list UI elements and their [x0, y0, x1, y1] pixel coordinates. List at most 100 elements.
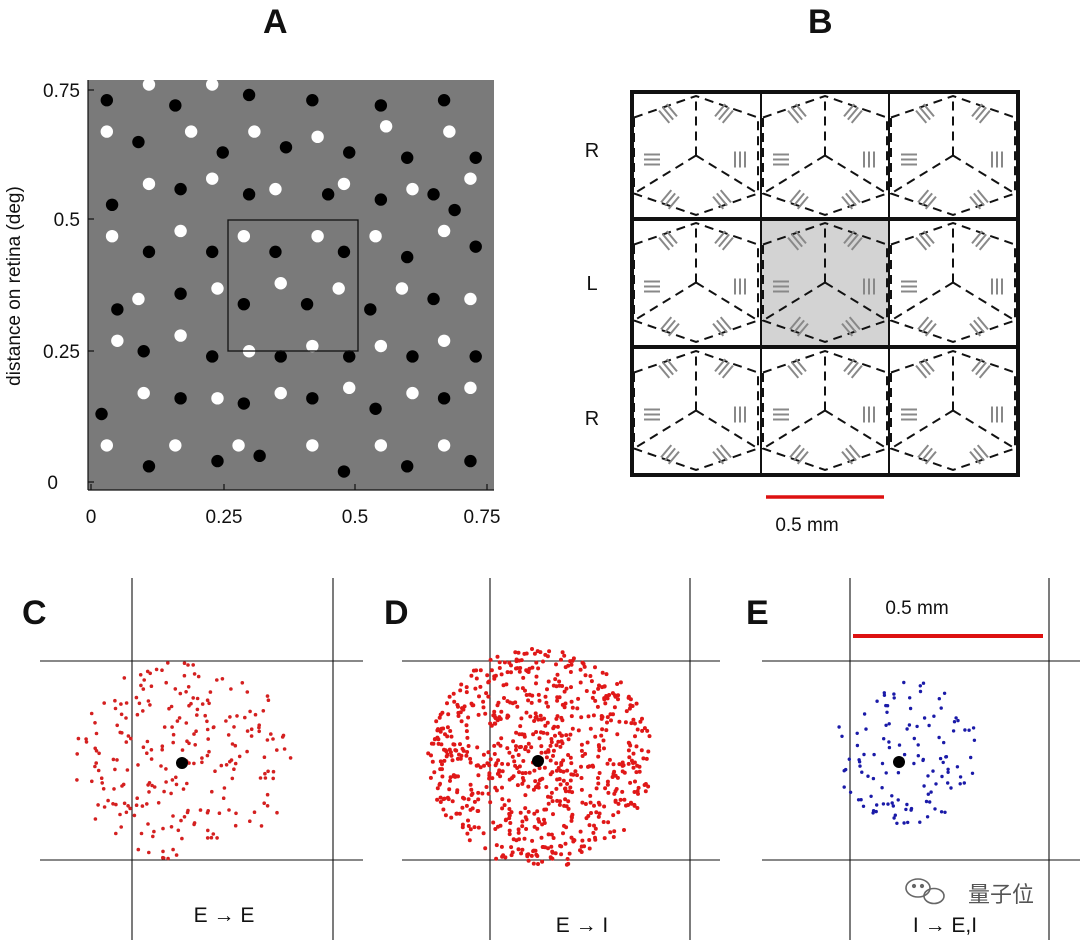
- connection-dot-690: [539, 750, 544, 755]
- junction-right: [952, 409, 1016, 450]
- connection-dot-91: [262, 755, 267, 759]
- connection-dot-658: [611, 813, 616, 818]
- connection-dot-1: [464, 723, 469, 728]
- connection-dot-30: [946, 781, 950, 785]
- connection-dot-728: [596, 800, 601, 805]
- connection-dot-151: [460, 825, 465, 830]
- connection-dot-141: [485, 673, 490, 678]
- connection-dot-539: [474, 676, 479, 681]
- connection-dot-416: [534, 681, 538, 686]
- connection-dot-501: [510, 776, 514, 780]
- connection-dot-448: [495, 703, 500, 708]
- connection-dot-124: [623, 720, 628, 725]
- connection-dot-671: [554, 786, 559, 791]
- connection-dot-505: [441, 797, 446, 802]
- connection-dot-597: [505, 746, 510, 751]
- connection-dot-303: [488, 657, 493, 662]
- connection-dot-47: [896, 771, 901, 775]
- black-dot-47: [401, 460, 414, 473]
- connection-dot-93: [884, 771, 888, 775]
- connection-dot-489: [543, 694, 548, 699]
- connection-dot-723: [520, 847, 525, 852]
- panel-c-grid-lines: [40, 578, 363, 940]
- black-dot-48: [464, 454, 477, 468]
- white-dot-20: [132, 292, 145, 306]
- connection-dot-17: [882, 691, 886, 695]
- connection-dot-631: [546, 794, 550, 799]
- connection-dot-627: [492, 721, 497, 726]
- connection-dot-571: [516, 753, 521, 757]
- connection-dot-554: [494, 788, 499, 793]
- connection-dot-754: [554, 768, 559, 773]
- connection-dot-611: [511, 739, 516, 744]
- connection-dot-178: [174, 782, 179, 787]
- hypercolumn-cell-2-0: [633, 349, 759, 472]
- connection-dot-191: [450, 758, 455, 763]
- white-dot-25: [464, 292, 477, 306]
- hexagon-outline: [762, 349, 888, 472]
- connection-dot-95: [937, 735, 941, 740]
- connection-dot-56: [872, 752, 876, 757]
- hexagon-outline: [762, 221, 888, 344]
- connection-dot-235: [520, 776, 525, 780]
- connection-dot-405: [626, 761, 631, 766]
- connection-dot-396: [635, 727, 640, 732]
- connection-dot-239: [615, 732, 620, 737]
- junction-left: [633, 281, 697, 322]
- connection-dot-131: [124, 810, 129, 815]
- y-tick-0: 0: [47, 473, 58, 494]
- x-tick-0: 0: [86, 507, 97, 528]
- connection-dot-404: [502, 803, 507, 808]
- panel-a-axes: [87, 80, 494, 491]
- connection-dot-39: [200, 756, 204, 760]
- connection-dot-39: [924, 799, 929, 804]
- connection-dot-9: [860, 770, 864, 774]
- connection-dot-205: [245, 749, 249, 754]
- connection-dot-216: [233, 761, 238, 766]
- connection-dot-131: [616, 801, 621, 806]
- connection-dot-67: [137, 701, 142, 706]
- connection-dot-107: [871, 776, 876, 781]
- white-dot-21: [211, 282, 224, 295]
- connection-dot-736: [502, 696, 506, 700]
- connection-dot-332: [426, 751, 431, 756]
- orientation-bars-5: [712, 189, 732, 210]
- white-dot-42: [374, 439, 388, 452]
- connection-dot-236: [112, 787, 116, 791]
- connection-dot-66: [478, 668, 483, 673]
- connection-dot-413: [607, 693, 612, 697]
- connection-dot-220: [221, 796, 226, 800]
- white-dot-30: [374, 339, 388, 353]
- connection-dot-325: [582, 664, 587, 669]
- connection-dot-734: [558, 799, 562, 804]
- connection-dot-605: [555, 672, 560, 677]
- connection-dot-407: [559, 852, 564, 857]
- white-dot-40: [232, 439, 245, 452]
- connection-dot-127: [269, 732, 273, 736]
- connection-dot-139: [520, 824, 525, 829]
- connection-dot-444: [526, 741, 531, 746]
- connection-dot-477: [589, 811, 593, 815]
- connection-dot-537: [531, 787, 536, 792]
- connection-dot-172: [497, 715, 502, 720]
- wechat-bubbles-icon: [905, 878, 945, 905]
- connection-dot-123: [166, 856, 170, 861]
- connection-dot-70: [882, 693, 887, 697]
- connection-dot-61: [933, 807, 937, 811]
- panel-c: C E → E: [22, 578, 363, 940]
- connection-dot-521: [520, 781, 525, 786]
- connection-dot-57: [196, 674, 201, 679]
- connection-dot-71: [124, 701, 129, 705]
- white-dot-16: [237, 229, 251, 243]
- connection-dot-438: [579, 742, 584, 747]
- connection-dot-729: [460, 805, 465, 810]
- orientation-bars-3: [991, 278, 1003, 295]
- black-dot-46: [337, 465, 351, 478]
- connection-dot-292: [497, 770, 501, 775]
- connection-dot-58: [885, 710, 889, 714]
- connection-dot-134: [596, 686, 601, 691]
- connection-dot-701: [515, 686, 520, 691]
- connection-dot-168: [229, 687, 233, 691]
- connection-dot-360: [492, 752, 497, 756]
